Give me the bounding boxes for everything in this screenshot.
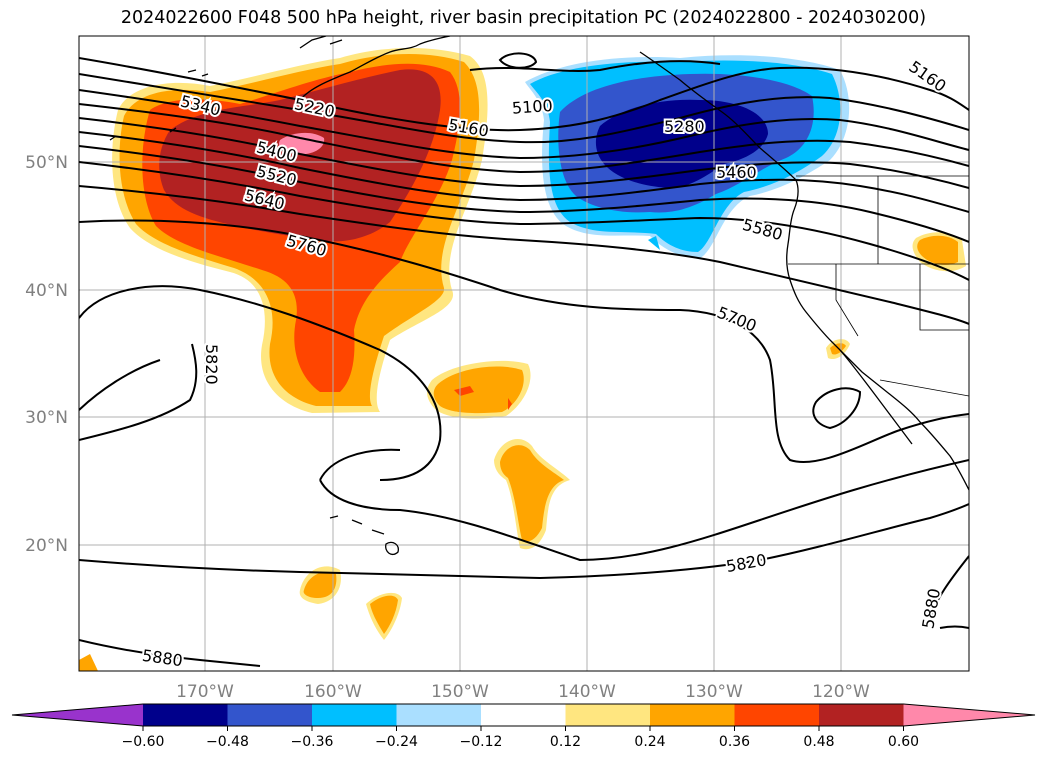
- colorbar-swatch: [396, 704, 482, 726]
- contour-label: 5820: [202, 344, 221, 385]
- contour-5160: [79, 57, 969, 132]
- colorbar-tick-label: −0.48: [206, 734, 249, 750]
- political-borders: [788, 175, 969, 397]
- contour-5280: [79, 89, 969, 160]
- alaska-coast: [299, 36, 451, 101]
- bc-coast: [639, 51, 799, 211]
- neg-strong-region: [595, 99, 768, 188]
- colorbar-swatch: [227, 704, 313, 726]
- lon-label: 140°W: [558, 682, 616, 702]
- map-title: 2024022600 F048 500 hPa height, river ba…: [120, 8, 927, 28]
- map-frame: [78, 35, 970, 672]
- contour-5820-south: [79, 503, 969, 580]
- colorbar-tick-label: 0.48: [803, 734, 834, 750]
- contour-label: 5460: [716, 163, 757, 182]
- lat-label: 40°N: [25, 281, 68, 301]
- colorbar-extend-min: [12, 704, 143, 726]
- hawaii-islands: [329, 515, 399, 556]
- contour-5880: [79, 639, 261, 667]
- map-area: 5100 5160 5160 5220 5280 5340 5400 5460 …: [79, 36, 969, 671]
- positive-anomaly-shading: [79, 47, 966, 671]
- coastlines: [109, 36, 969, 556]
- colorbar-tick-label: −0.36: [291, 734, 334, 750]
- lat-label: 20°N: [25, 536, 68, 556]
- contour-5820: [79, 343, 198, 441]
- pos-max-region: [278, 132, 325, 155]
- negative-anomaly-shading: [525, 55, 850, 258]
- lon-label: 150°W: [431, 682, 489, 702]
- longitude-labels: 170°W 160°W 150°W 140°W 130°W 120°W: [176, 682, 870, 702]
- height-contours: [79, 52, 969, 667]
- contour-5580: [79, 161, 969, 281]
- contour-5520: [79, 145, 969, 243]
- colorbar-tick-label: −0.24: [375, 734, 418, 750]
- contour-5640: [79, 185, 969, 325]
- colorbar-tick-label: 0.36: [719, 734, 750, 750]
- colorbar-swatch: [481, 704, 566, 726]
- lat-label: 30°N: [25, 408, 68, 428]
- contour-label: 5100: [511, 96, 553, 118]
- us-west-coast: [786, 209, 969, 491]
- pos-blob-corner: [79, 654, 98, 671]
- colorbar-swatch: [143, 704, 228, 726]
- colorbar-tick-label: 0.60: [888, 734, 919, 750]
- contour-5460: [79, 131, 969, 213]
- colorbar-tick-label: 0.24: [634, 734, 665, 750]
- latitude-labels: 50°N 40°N 30°N 20°N: [25, 153, 68, 556]
- lat-label: 50°N: [25, 153, 68, 173]
- colorbar-swatch: [565, 704, 651, 726]
- contour-label: 5280: [664, 117, 705, 136]
- lon-label: 160°W: [304, 682, 362, 702]
- contour-5400: [79, 117, 969, 189]
- contour-5340: [79, 103, 969, 174]
- lon-label: 120°W: [812, 682, 870, 702]
- colorbar-tick-label: 0.12: [550, 734, 581, 750]
- colorbar-swatch: [819, 704, 904, 726]
- colorbar-swatch: [312, 704, 397, 726]
- colorbar-swatch: [734, 704, 820, 726]
- colorbar-tick-label: −0.60: [122, 734, 165, 750]
- contour-5700: [79, 219, 969, 463]
- lon-label: 170°W: [176, 682, 234, 702]
- colorbar: −0.60 −0.48 −0.36 −0.24 −0.12 0.12 0.24 0.36 0.4…: [11, 703, 1036, 750]
- contour-5760: [79, 285, 442, 481]
- colorbar-swatch: [650, 704, 735, 726]
- colorbar-tick-label: −0.12: [460, 734, 503, 750]
- lon-label: 130°W: [685, 682, 743, 702]
- contour-5220: [79, 73, 969, 144]
- colorbar-extend-max: [903, 704, 1035, 726]
